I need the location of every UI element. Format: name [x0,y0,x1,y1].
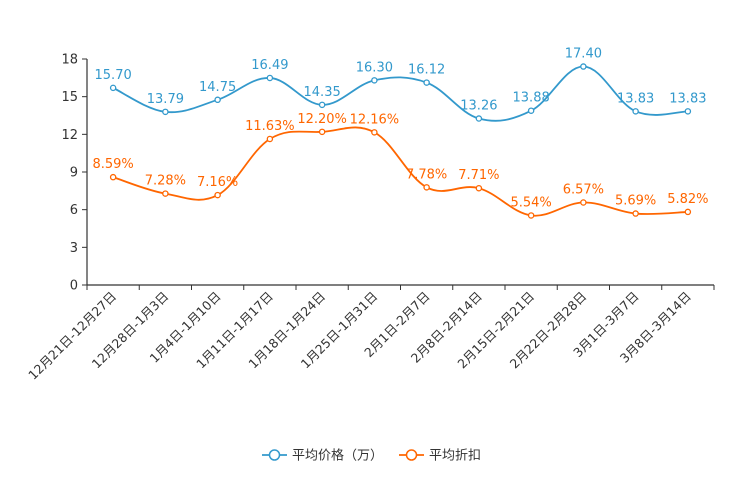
data-label: 13.26 [460,99,497,114]
data-label: 7.71% [458,168,499,183]
data-point [318,128,326,136]
data-point [632,108,639,115]
data-point [632,210,639,217]
data-label: 15.70 [95,68,132,83]
data-point [423,79,430,86]
data-point [527,107,535,114]
data-point [475,184,483,192]
data-point [214,96,221,104]
data-label: 14.35 [304,85,341,100]
data-label: 13.83 [617,91,654,106]
legend-label: 平均价格（万） [292,448,383,464]
data-point [371,129,378,136]
data-label: 7.16% [197,175,238,190]
data-point [266,74,274,82]
data-label: 14.75 [199,80,236,95]
legend-item-avg-price: 平均价格（万） [262,448,383,464]
data-label: 7.28% [145,174,186,189]
series-layer: 15.70 13.79 14.75 16.49 14.35 16.30 16.12 13.26… [92,47,709,219]
legend-marker-icon [268,449,281,461]
series-line [112,126,688,217]
chart-legend: 平均价格（万） 平均折扣 [262,448,481,464]
data-point [109,173,117,181]
data-point [423,184,430,191]
data-point [109,84,117,92]
data-point [684,208,692,216]
data-label: 17.40 [565,47,602,62]
data-point [527,212,535,219]
data-point [162,108,169,116]
data-point [580,199,587,206]
y-tick-label: 15 [61,90,78,105]
data-point [214,191,221,199]
data-point [318,101,326,109]
data-label: 12.16% [350,112,400,127]
y-tick-label: 3 [70,241,78,256]
data-label: 13.83 [669,91,706,106]
data-label: 16.49 [251,58,288,73]
legend-item-avg-discount: 平均折扣 [399,449,481,464]
y-tick-label: 9 [70,166,78,181]
y-tick-label: 0 [70,279,78,294]
chart-axes: 036912151812月21日-12月27日12月28日-1月3日1月4日-1… [25,53,715,383]
y-tick-label: 18 [61,53,78,68]
data-point [162,190,169,197]
data-label: 5.54% [510,195,551,210]
data-label: 13.88 [513,91,550,106]
y-tick-label: 12 [61,128,78,143]
data-label: 16.30 [356,60,393,75]
series-avg-discount: 8.59% 7.28% 7.16% 11.63% 12.20% 12.16% 7.78% 7.… [92,112,709,219]
data-point [371,77,378,84]
data-label: 16.12 [408,63,445,78]
data-label: 8.59% [92,157,133,172]
data-label: 12.20% [297,112,347,127]
data-label: 13.79 [147,92,184,107]
data-label: 11.63% [245,119,295,134]
data-point [580,63,587,70]
x-tick-label: 12月21日-12月27日 [25,289,119,383]
data-label: 5.69% [615,194,656,209]
legend-label: 平均折扣 [429,449,481,464]
data-label: 5.82% [667,192,708,207]
data-point [475,115,483,122]
data-label: 7.78% [406,167,447,182]
data-label: 6.57% [563,183,604,198]
data-point [684,108,692,115]
legend-marker-icon [405,449,418,461]
y-tick-label: 6 [70,203,78,218]
series-avg-price: 15.70 13.79 14.75 16.49 14.35 16.30 16.12 13.26… [95,47,706,122]
data-point [266,135,274,143]
